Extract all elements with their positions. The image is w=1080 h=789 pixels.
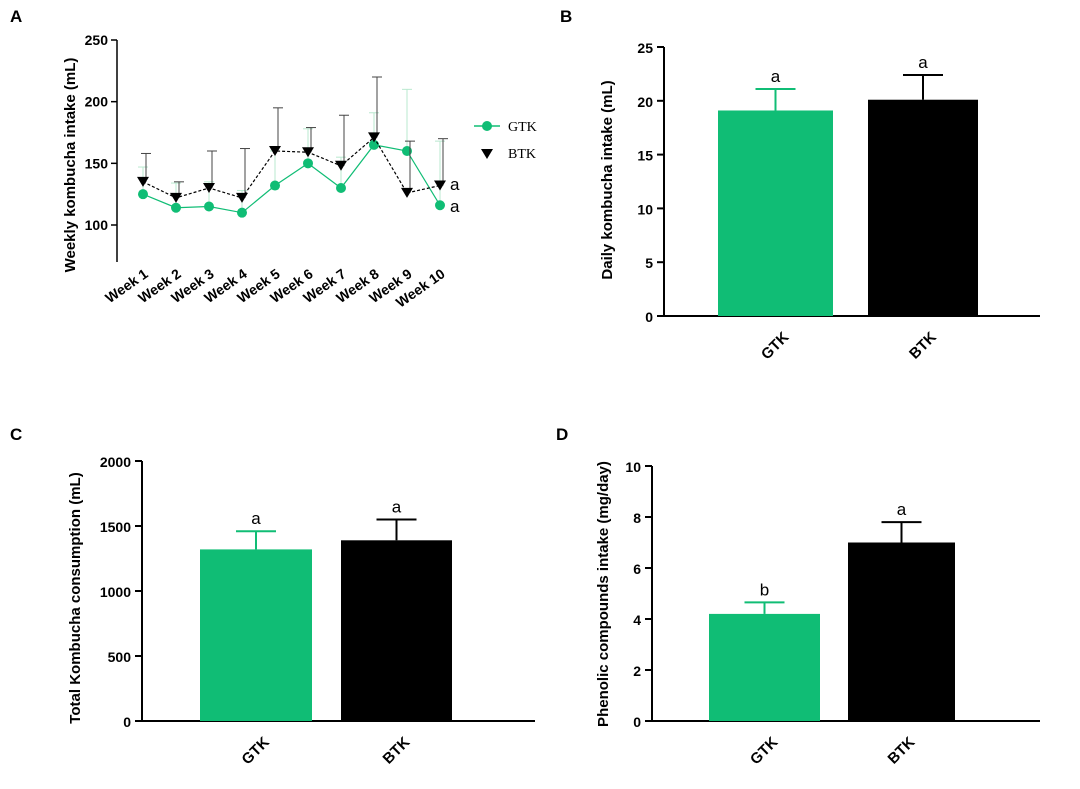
x-category-label-gtk: GTK: [758, 329, 793, 364]
legend-label-gtk: GTK: [508, 120, 537, 135]
significance-letter-gtk: b: [760, 580, 769, 599]
data-point-gtk: [303, 158, 313, 169]
panel-c-marks: aa: [200, 498, 452, 721]
significance-letter-gtk: a: [771, 67, 781, 86]
panel-a-marks: [137, 76, 448, 218]
data-point-gtk: [138, 189, 148, 200]
panel-c-axes: 0 500 1000 1500 2000 GTK BTK: [100, 454, 535, 768]
panel-b-y-tick-label: 10: [637, 201, 653, 217]
panel-c-y-tick-label: 1500: [100, 519, 131, 535]
bar-gtk: [200, 549, 312, 721]
x-category-label-gtk: GTK: [747, 734, 782, 769]
series-line-gtk: [142, 144, 441, 214]
data-point-gtk: [270, 180, 280, 191]
panel-b-marks: aa: [718, 53, 978, 316]
panel-c-y-tick-label: 0: [123, 714, 131, 730]
panel-c-y-axis-label: Total Kombucha consumption (mL): [67, 472, 84, 723]
panel-c-y-tick-label: 500: [108, 649, 132, 665]
panel-d-y-tick-label: 0: [633, 714, 641, 730]
x-category-label-btk: BTK: [906, 329, 940, 363]
data-point-btk: [302, 147, 314, 158]
panel-d-y-tick-label: 4: [633, 612, 641, 628]
data-point-btk: [434, 180, 446, 191]
panel-d-y-tick-label: 8: [633, 510, 641, 526]
data-point-btk: [368, 132, 380, 143]
bar-gtk: [709, 613, 820, 721]
legend-label-btk: BTK: [508, 147, 536, 162]
bar-btk: [868, 99, 978, 316]
panel-b-y-tick-label: 15: [637, 148, 653, 164]
panel-a-y-tick-label: 250: [85, 32, 109, 48]
panel-letter-d: D: [556, 425, 568, 444]
data-point-gtk: [204, 201, 214, 212]
panel-b-y-axis-label: Daily kombucha intake (mL): [599, 80, 616, 279]
data-point-gtk: [435, 200, 445, 211]
data-point-gtk: [336, 183, 346, 193]
panel-c-total-consumption-chart: C Total Kombucha consumption (mL) 0 500 10…: [10, 425, 535, 768]
significance-letter-gtk: a: [251, 509, 261, 528]
panel-b-daily-intake-chart: B Daily kombucha intake (mL) 0 5 10 15 20 25 G…: [560, 7, 1040, 363]
panel-d-y-tick-label: 2: [633, 663, 641, 679]
panel-b-y-tick-label: 0: [645, 309, 653, 325]
panel-b-y-tick-label: 5: [645, 255, 653, 271]
bar-btk: [341, 540, 452, 721]
data-point-btk: [401, 187, 413, 198]
panel-b-y-tick-label: 25: [637, 40, 653, 56]
panel-a-legend: GTK BTK: [474, 120, 537, 162]
panel-b-y-tick-label: 20: [637, 94, 653, 110]
significance-letter-btk: a: [392, 498, 402, 517]
panel-a-annotation-btk: a: [450, 175, 460, 194]
panel-d-axes: 0 2 4 6 8 10 GTK BTK: [625, 459, 1040, 768]
x-category-label-gtk: GTK: [238, 734, 273, 769]
panel-b-axes: 0 5 10 15 20 25 GTK BTK: [637, 40, 1040, 363]
data-point-gtk: [171, 202, 181, 213]
data-point-btk: [170, 192, 182, 203]
panel-a-annotation-gtk: a: [450, 197, 460, 216]
data-point-btk: [137, 176, 149, 187]
panel-d-y-tick-label: 10: [625, 459, 641, 475]
series-line-btk: [142, 136, 441, 199]
significance-letter-btk: a: [918, 53, 928, 72]
data-point-btk: [236, 192, 248, 203]
x-category-label-btk: BTK: [380, 734, 414, 768]
panel-letter-c: C: [10, 425, 22, 444]
panel-a-y-tick-label: 100: [85, 217, 109, 233]
data-point-gtk: [237, 207, 247, 218]
panel-d-phenolic-intake-chart: D Phenolic compounds intake (mg/day) 0 2 4…: [556, 425, 1040, 768]
bar-btk: [848, 542, 955, 721]
panel-d-marks: ba: [709, 500, 955, 721]
panel-letter-b: B: [560, 7, 572, 26]
data-point-btk: [335, 160, 347, 171]
panel-a-y-tick-label: 200: [85, 94, 109, 110]
data-point-btk: [269, 146, 281, 156]
panel-a-y-tick-label: 150: [85, 155, 109, 171]
x-category-label-btk: BTK: [885, 734, 919, 768]
bar-gtk: [718, 110, 833, 316]
panel-letter-a: A: [10, 7, 22, 26]
significance-letter-btk: a: [897, 500, 907, 519]
legend-marker-gtk: [482, 121, 492, 131]
panel-c-y-tick-label: 2000: [100, 454, 131, 470]
panel-a-y-axis-label: Weekly kombucha intake (mL): [62, 58, 79, 273]
legend-marker-btk: [481, 149, 493, 159]
panel-c-y-tick-label: 1000: [100, 584, 131, 600]
panel-a-weekly-intake-chart: A Weekly kombucha intake (mL) 100 150 200 2…: [10, 7, 537, 310]
data-point-btk: [203, 183, 215, 193]
panel-d-y-axis-label: Phenolic compounds intake (mg/day): [595, 461, 612, 727]
panel-d-y-tick-label: 6: [633, 561, 641, 577]
